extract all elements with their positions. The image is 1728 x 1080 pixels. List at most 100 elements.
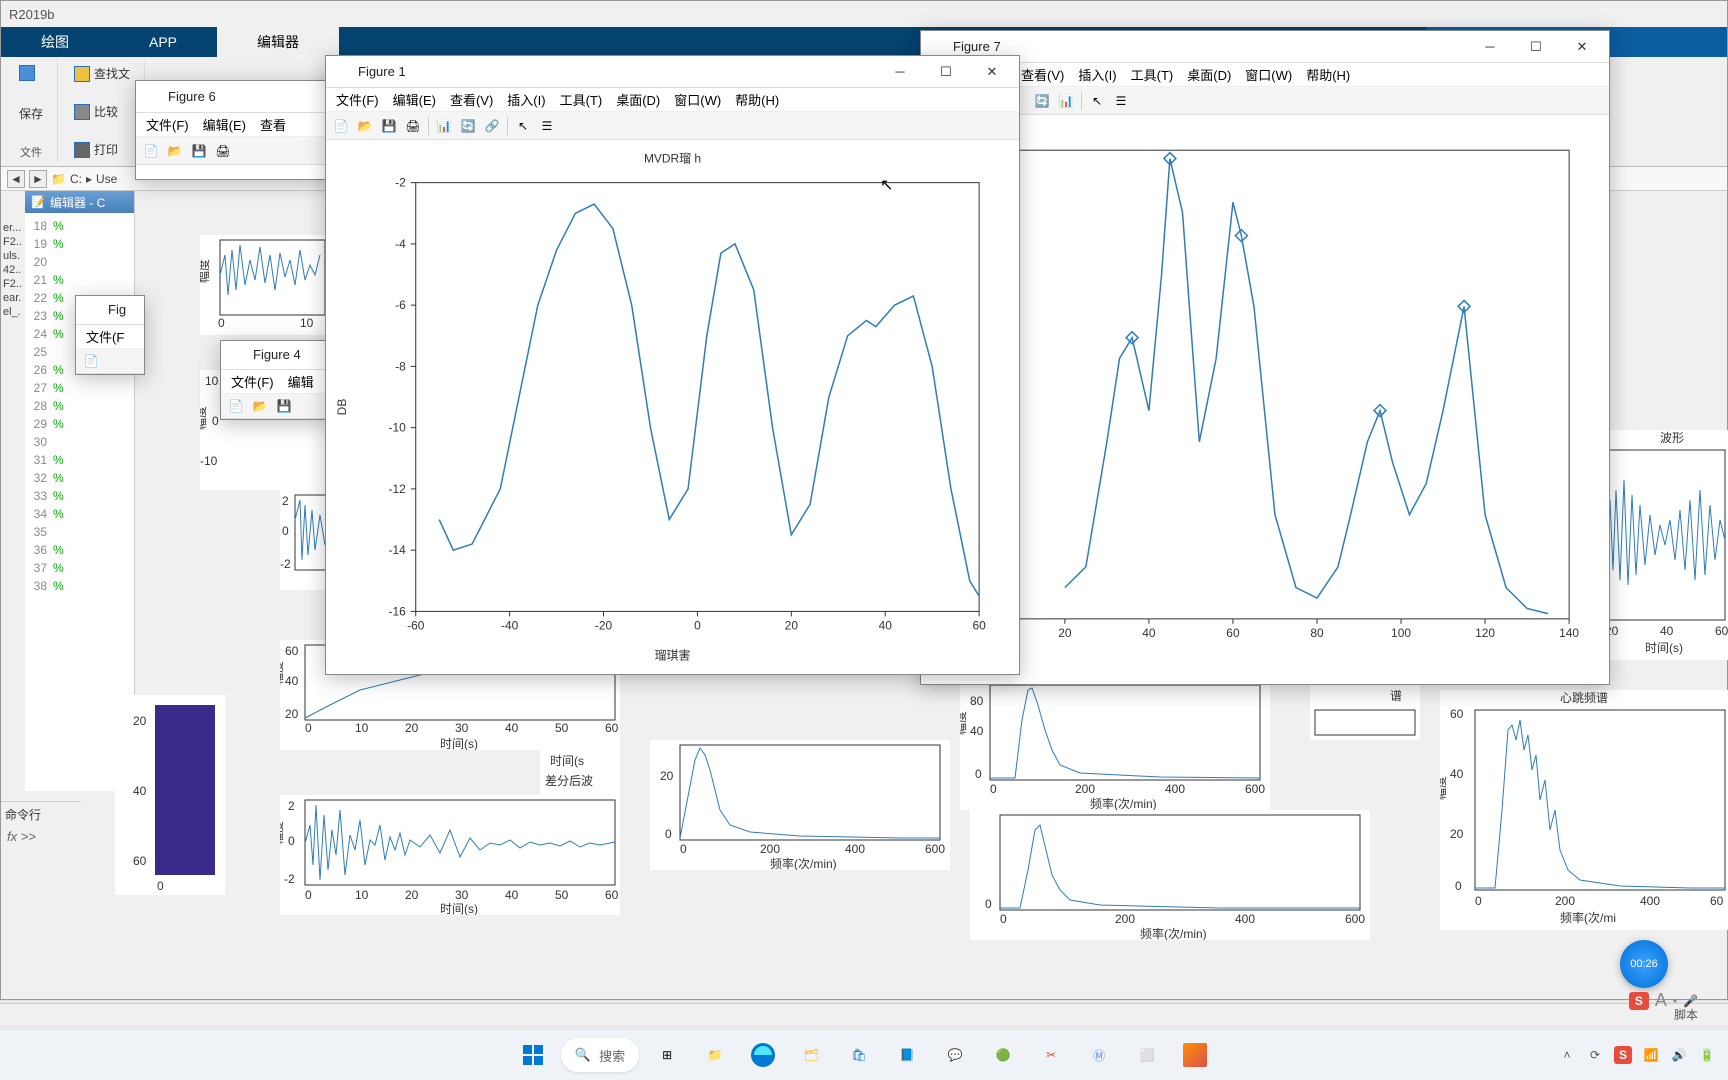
cmd-prompt[interactable]: fx >> <box>1 827 81 846</box>
nav-back[interactable]: ◄ <box>7 170 25 188</box>
tb-pointer[interactable]: ↖ <box>1086 90 1108 112</box>
svg-text:0: 0 <box>212 414 219 428</box>
tb-link-icon[interactable]: 🔗 <box>481 115 503 137</box>
matlab-taskbar-icon[interactable] <box>1175 1035 1215 1075</box>
snip-icon[interactable]: ✂ <box>1031 1035 1071 1075</box>
nav-fwd[interactable]: ► <box>29 170 47 188</box>
timer-badge[interactable]: 00:26 <box>1620 940 1668 988</box>
fig1-menu-view[interactable]: 查看(V) <box>444 88 499 111</box>
fig6-menu-edit[interactable]: 编辑(E) <box>197 113 252 136</box>
close-button[interactable]: ✕ <box>1559 32 1605 62</box>
svg-text:60: 60 <box>972 618 986 632</box>
wechat-icon[interactable]: 💬 <box>935 1035 975 1075</box>
app2-icon[interactable]: 🟢 <box>983 1035 1023 1075</box>
start-button[interactable] <box>513 1035 553 1075</box>
maximize-button[interactable]: ☐ <box>923 57 969 87</box>
svg-text:40: 40 <box>133 784 147 798</box>
close-button[interactable]: ✕ <box>969 57 1015 87</box>
print-button[interactable]: 打印 <box>70 139 134 160</box>
app3-icon[interactable]: Ⓜ <box>1079 1035 1119 1075</box>
tb-save[interactable]: 💾 <box>273 395 295 417</box>
system-tray[interactable]: ˄ ⟳ S 📶 🔊 🔋 <box>1558 1046 1716 1064</box>
fig1-menu-file[interactable]: 文件(F) <box>330 88 385 111</box>
svg-text:20: 20 <box>785 618 799 632</box>
tb-rotate[interactable]: 🔄 <box>1031 90 1053 112</box>
fig1-menu-desktop[interactable]: 桌面(D) <box>610 88 666 111</box>
volume-icon[interactable]: 🔊 <box>1670 1046 1688 1064</box>
bg-freq1: 20 0 0 200 400 600 频率(次/min) <box>650 740 950 870</box>
svg-text:0: 0 <box>1475 894 1482 908</box>
tab-app[interactable]: APP <box>109 27 217 57</box>
svg-text:心跳频谱: 心跳频谱 <box>1560 691 1608 705</box>
tb-save-icon[interactable]: 💾 <box>378 115 400 137</box>
folder-icon[interactable]: 🗂 <box>791 1035 831 1075</box>
tab-editor[interactable]: 编辑器 <box>217 27 339 57</box>
battery-icon[interactable]: 🔋 <box>1698 1046 1716 1064</box>
svg-text:0: 0 <box>1000 912 1007 926</box>
tb-datatip[interactable]: 📊 <box>1055 90 1077 112</box>
fig6-menu-view[interactable]: 查看 <box>254 113 292 136</box>
editor-header[interactable]: 📝编辑器 - C <box>25 191 134 213</box>
explorer-icon[interactable]: 📁 <box>695 1035 735 1075</box>
taskview-icon[interactable]: ⊞ <box>647 1035 687 1075</box>
fig4-menu-edit[interactable]: 编辑 <box>282 370 320 393</box>
tb-new[interactable]: 📄 <box>140 140 162 162</box>
minimize-button[interactable]: ─ <box>877 57 923 87</box>
ime-indicator[interactable]: S A • 🎤 <box>1629 990 1698 1011</box>
tb-new[interactable]: 📄 <box>225 395 247 417</box>
tb-pointer-icon[interactable]: ↖ <box>512 115 534 137</box>
main-titlebar[interactable]: R2019b <box>1 1 1727 27</box>
svg-text:10: 10 <box>355 888 369 902</box>
tb-rotate-icon[interactable]: 🔄 <box>457 115 479 137</box>
svg-text:20: 20 <box>133 714 147 728</box>
tab-plot[interactable]: 绘图 <box>1 27 109 57</box>
svg-text:10: 10 <box>205 374 219 388</box>
tb-list[interactable]: ☰ <box>1110 90 1132 112</box>
tb-list-icon[interactable]: ☰ <box>536 115 558 137</box>
minimize-button[interactable]: ─ <box>1467 32 1513 62</box>
compare-button[interactable]: 比较 <box>70 101 134 122</box>
figure7-window[interactable]: Figure 7 ─ ☐ ✕ 查看(V) 插入(I) 工具(T) 桌面(D) 窗… <box>920 30 1610 685</box>
chevron-up-icon[interactable]: ˄ <box>1558 1046 1576 1064</box>
wifi-icon[interactable]: 📶 <box>1642 1046 1660 1064</box>
svg-text:-6: -6 <box>395 298 406 312</box>
svg-text:600: 600 <box>1245 782 1265 796</box>
figure6-window[interactable]: Figure 6 文件(F) 编辑(E) 查看 📄 📂 💾 🖨 <box>135 80 355 180</box>
tb-save[interactable]: 💾 <box>188 140 210 162</box>
status-bar: 脚本 <box>0 1003 1728 1025</box>
fig1-menu-help[interactable]: 帮助(H) <box>729 88 785 111</box>
fig1-menu-insert[interactable]: 插入(I) <box>501 88 551 111</box>
tb-new[interactable]: 📄 <box>80 350 102 372</box>
app1-icon[interactable]: 📘 <box>887 1035 927 1075</box>
fig1-menu-edit[interactable]: 编辑(E) <box>387 88 442 111</box>
app4-icon[interactable]: ⬜ <box>1127 1035 1167 1075</box>
figure1-window[interactable]: Figure 1 ─ ☐ ✕ 文件(F) 编辑(E) 查看(V) 插入(I) 工… <box>325 55 1020 675</box>
maximize-button[interactable]: ☐ <box>1513 32 1559 62</box>
ime-s-icon[interactable]: S <box>1614 1046 1632 1064</box>
tb-print[interactable]: 🖨 <box>212 140 234 162</box>
svg-text:幅度: 幅度 <box>200 259 211 283</box>
tb-open[interactable]: 📂 <box>164 140 186 162</box>
fig1-menu-tools[interactable]: 工具(T) <box>554 88 609 111</box>
path-drive[interactable]: C: <box>70 172 82 186</box>
search-box[interactable]: 🔍搜索 <box>561 1038 639 1072</box>
store-icon[interactable]: 🛍 <box>839 1035 879 1075</box>
find-button[interactable]: 查找文 <box>70 63 134 84</box>
figure4-window[interactable]: Figure 4 文件(F) 编辑 📄 📂 💾 <box>220 340 330 420</box>
fig4-menu-file[interactable]: 文件(F) <box>225 370 280 393</box>
path-folder[interactable]: Use <box>96 172 117 186</box>
tb-new-icon[interactable]: 📄 <box>330 115 352 137</box>
edge-icon[interactable] <box>743 1035 783 1075</box>
sync-icon[interactable]: ⟳ <box>1586 1046 1604 1064</box>
svg-text:谱: 谱 <box>1390 689 1402 703</box>
fig6-menu-file[interactable]: 文件(F) <box>140 113 195 136</box>
app-title: R2019b <box>9 7 55 22</box>
tb-open[interactable]: 📂 <box>249 395 271 417</box>
tb-print-icon[interactable]: 🖨 <box>402 115 424 137</box>
fig1-menu-window[interactable]: 窗口(W) <box>668 88 727 111</box>
figure-partial[interactable]: Fig 文件(F 📄 <box>75 295 145 375</box>
save-button[interactable] <box>15 63 47 83</box>
figure7-title: Figure 7 <box>953 39 1467 54</box>
tb-open-icon[interactable]: 📂 <box>354 115 376 137</box>
tb-datacursor-icon[interactable]: 📊 <box>433 115 455 137</box>
